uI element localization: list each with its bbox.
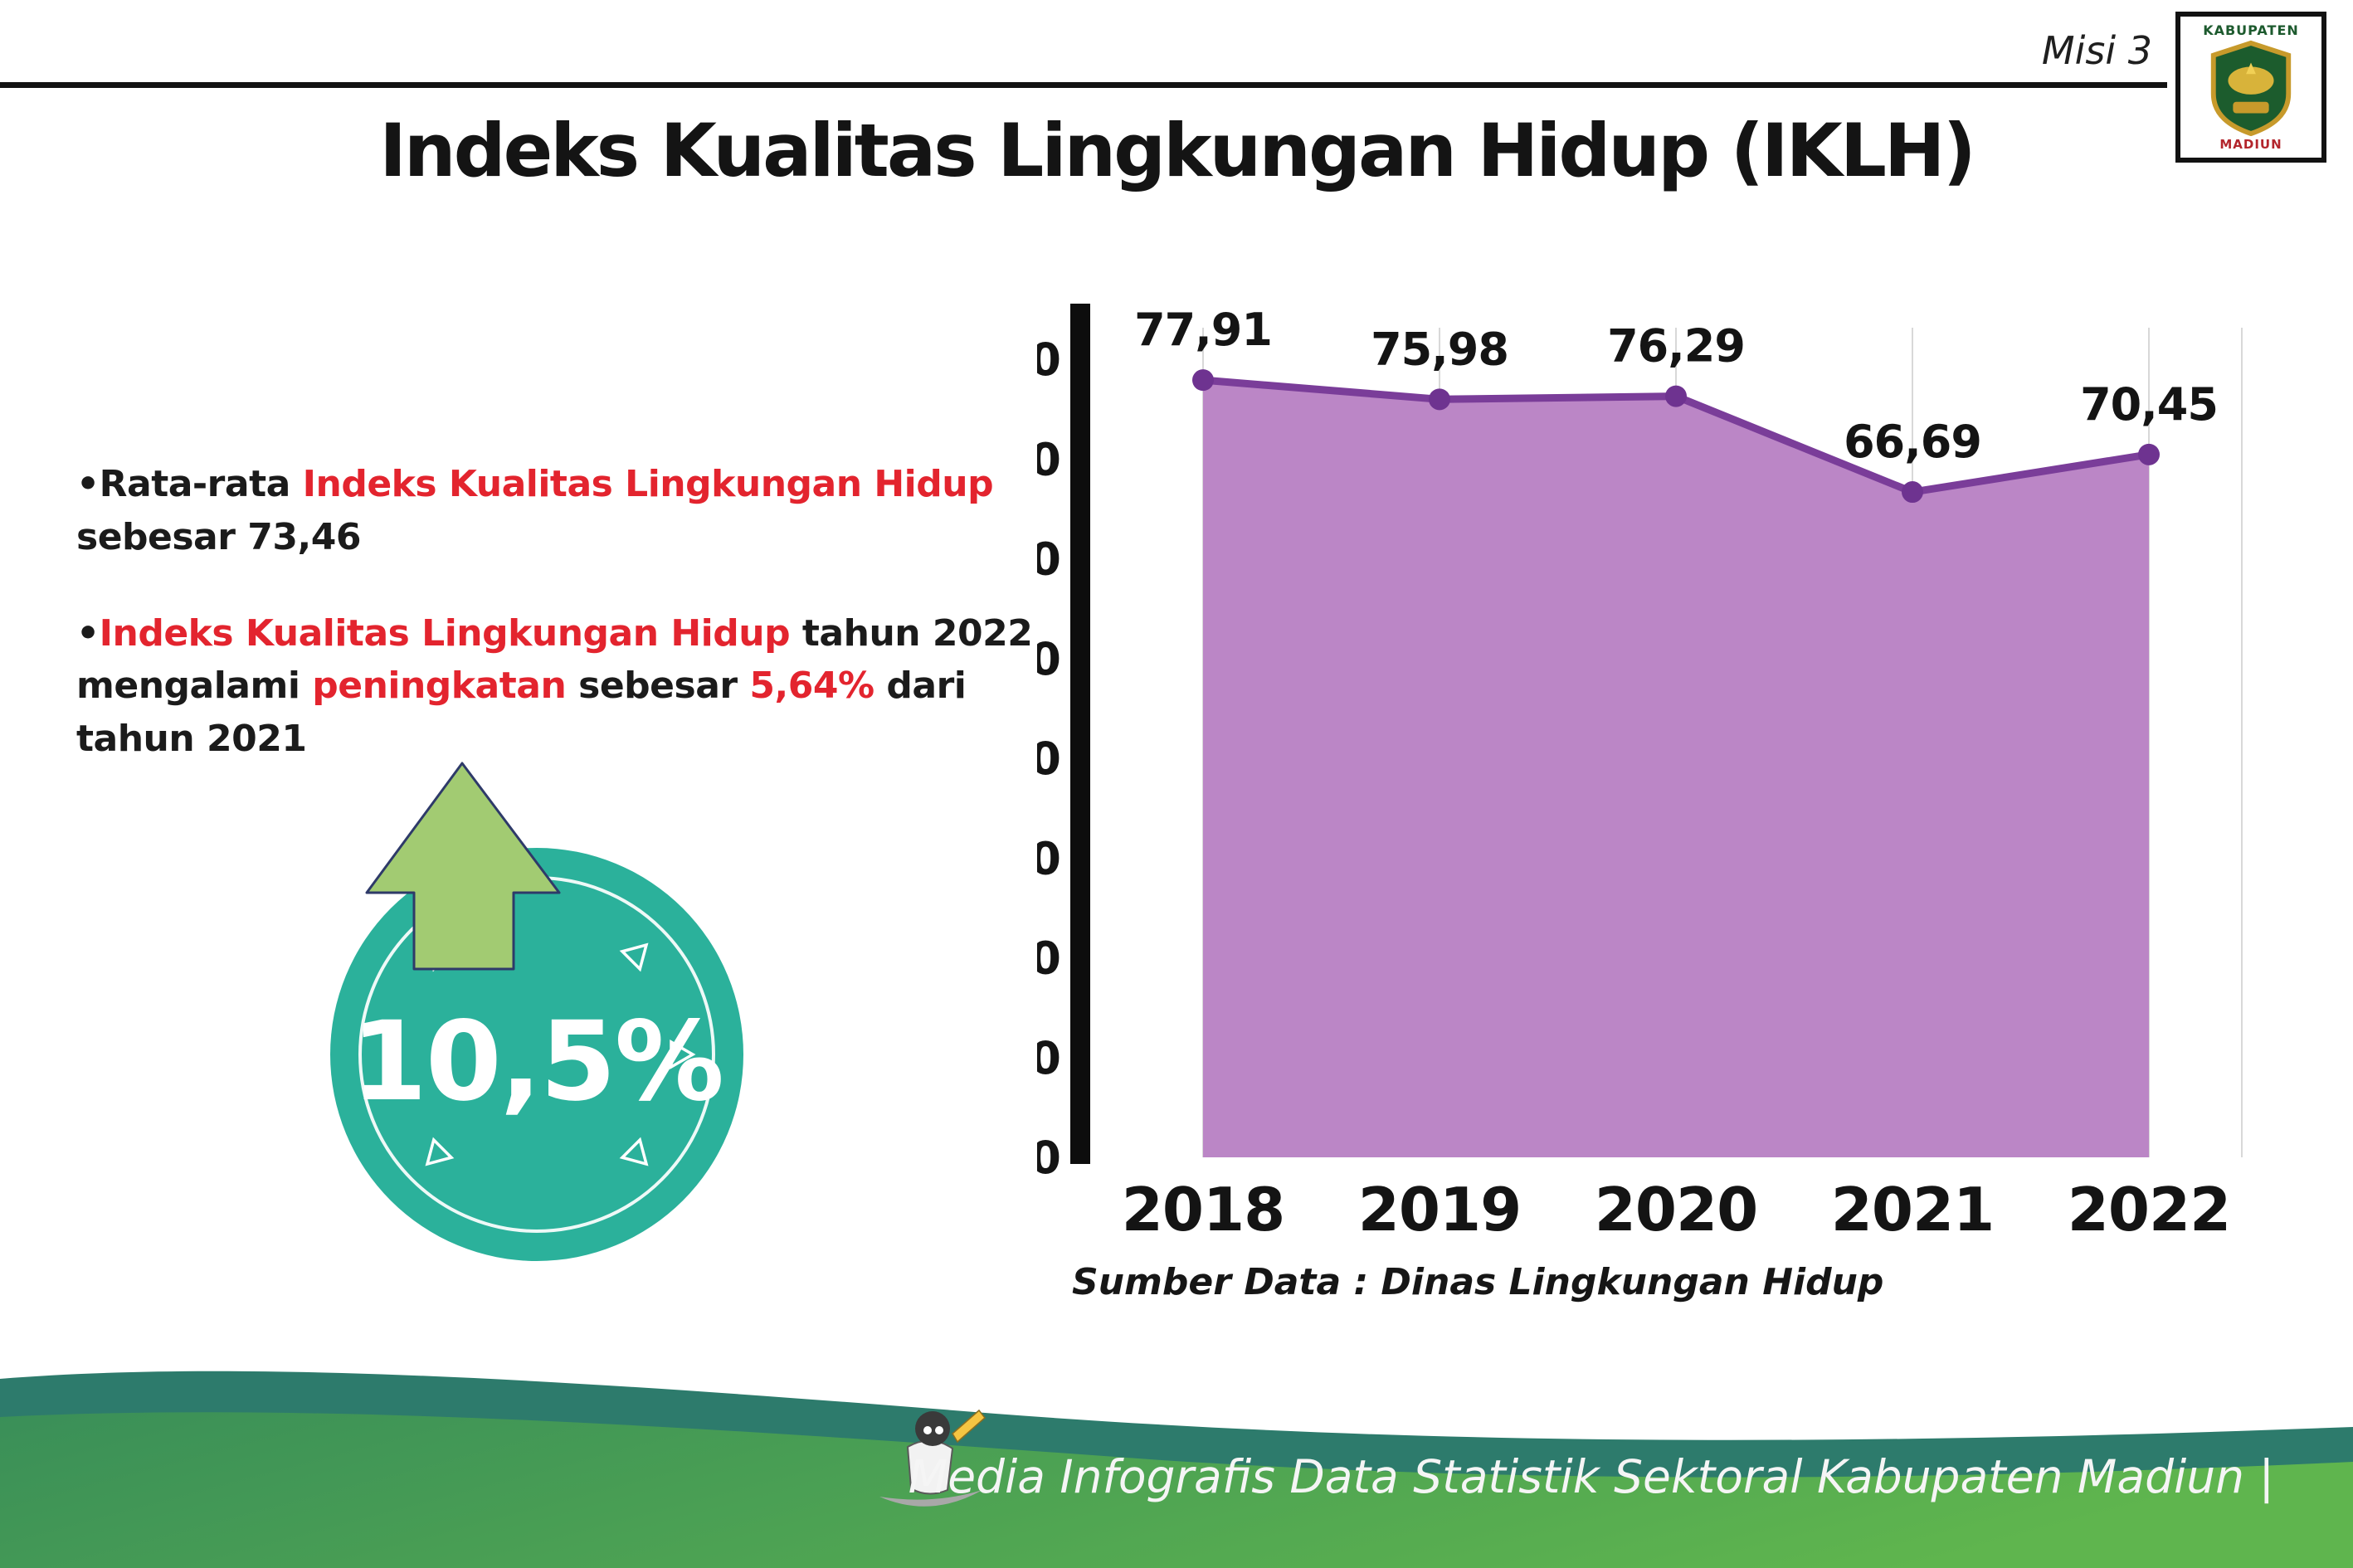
y-tick-label: 20 — [1037, 933, 1060, 985]
x-axis-label: 2018 — [1122, 1175, 1284, 1244]
logo-bottom-text: MADIUN — [2219, 137, 2282, 152]
key-points: •Rata-rata Indeks Kualitas Lingkungan Hi… — [76, 458, 1089, 809]
data-source: Sumber Data : Dinas Lingkungan Hidup — [1072, 1261, 1884, 1303]
kabupaten-madiun-logo: KABUPATEN MADIUN — [2175, 12, 2326, 163]
y-tick-label: 80 — [1037, 334, 1060, 386]
bullet-increase-highlight-1: Indeks Kualitas Lingkungan Hidup — [99, 611, 791, 655]
misi-label: Misi 3 — [2041, 28, 2152, 73]
bullet-dot: • — [76, 611, 100, 655]
data-point-label: 66,69 — [1844, 416, 1981, 468]
y-tick-label: 60 — [1037, 533, 1060, 586]
bullet-increase-mid-1: tahun 2022 mengalami — [76, 611, 1033, 708]
bullet-average-pre: Rata-rata — [99, 463, 303, 505]
data-point — [1665, 385, 1687, 407]
increase-percentage: 10,5% — [351, 998, 724, 1126]
data-point — [1192, 369, 1214, 392]
y-tick-label: 30 — [1037, 832, 1060, 884]
logo-shield-icon — [2210, 40, 2292, 136]
y-tick-label: 50 — [1037, 633, 1060, 685]
bullet-average-highlight: Indeks Kualitas Lingkungan Hidup — [302, 463, 994, 505]
page-title: Indeks Kualitas Lingkungan Hidup (IKLH) — [379, 108, 1976, 193]
data-point-label: 75,98 — [1371, 323, 1508, 375]
bullet-increase-highlight-2: peningkatan — [312, 665, 567, 708]
bullet-increase-highlight-3: 5,64% — [749, 665, 874, 708]
iklh-area-chart: 0 10 20 30 40 50 60 70 80 77,91 75,98 76,29 66,69 70,… — [1037, 304, 2243, 1244]
x-axis-label: 2021 — [1831, 1175, 1994, 1244]
footer-caption: Media Infografis Data Statistik Sektoral… — [908, 1450, 2274, 1503]
x-axis-label: 2022 — [2068, 1175, 2230, 1244]
mascot-icon — [879, 1409, 987, 1507]
data-point-label: 70,45 — [2080, 378, 2218, 431]
bullet-average: •Rata-rata Indeks Kualitas Lingkungan Hi… — [76, 458, 1089, 564]
x-axis-label: 2020 — [1595, 1175, 1757, 1244]
data-point-label: 76,29 — [1607, 320, 1745, 373]
y-tick-label: 70 — [1037, 433, 1060, 485]
x-axis-label: 2019 — [1358, 1175, 1521, 1244]
bullet-average-post: sebesar 73,46 — [76, 515, 361, 558]
data-point — [1902, 481, 1923, 504]
up-arrow-icon — [365, 762, 561, 971]
data-point — [1429, 388, 1450, 411]
data-point — [2138, 443, 2160, 465]
y-axis — [1070, 304, 1090, 1164]
data-point-label: 77,91 — [1134, 304, 1272, 356]
bullet-increase-mid-2: sebesar — [566, 665, 750, 708]
footer-wave-decoration — [0, 1371, 2353, 1568]
bullet-increase-post: dari tahun 2021 — [76, 665, 967, 761]
logo-top-text: KABUPATEN — [2203, 22, 2299, 38]
bullet-increase: •Indeks Kualitas Lingkungan Hidup tahun … — [76, 607, 1089, 766]
y-tick-label: 10 — [1037, 1032, 1060, 1084]
bullet-dot: • — [76, 463, 100, 505]
y-tick-label: 40 — [1037, 733, 1060, 785]
increase-badge: 10,5% — [330, 848, 743, 1261]
header-divider — [0, 82, 2167, 88]
y-tick-label: 0 — [1037, 1132, 1060, 1184]
area-fill — [1203, 380, 2149, 1158]
